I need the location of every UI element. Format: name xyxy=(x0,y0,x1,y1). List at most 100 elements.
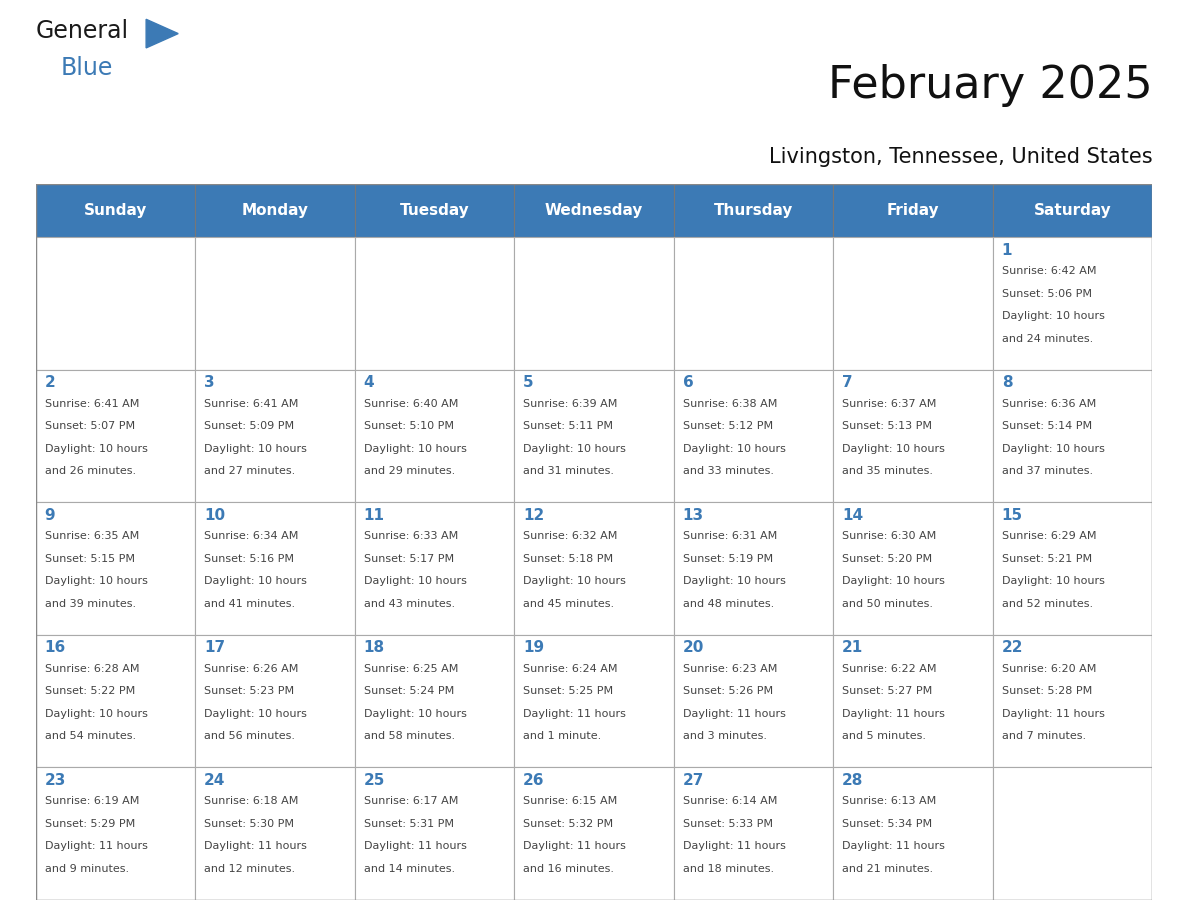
Bar xyxy=(833,634,993,767)
Text: February 2025: February 2025 xyxy=(828,64,1152,107)
Text: Daylight: 10 hours: Daylight: 10 hours xyxy=(45,577,147,587)
Text: Sunset: 5:14 PM: Sunset: 5:14 PM xyxy=(1001,421,1092,431)
Text: 26: 26 xyxy=(523,773,544,788)
Text: Daylight: 11 hours: Daylight: 11 hours xyxy=(683,842,785,851)
Bar xyxy=(36,370,195,502)
Bar xyxy=(514,184,674,237)
Text: Daylight: 11 hours: Daylight: 11 hours xyxy=(523,709,626,719)
Text: Sunset: 5:31 PM: Sunset: 5:31 PM xyxy=(364,819,454,829)
Bar xyxy=(993,237,1152,370)
Bar xyxy=(195,184,355,237)
Text: and 18 minutes.: and 18 minutes. xyxy=(683,864,773,874)
Text: Sunrise: 6:37 AM: Sunrise: 6:37 AM xyxy=(842,399,936,409)
Text: Daylight: 11 hours: Daylight: 11 hours xyxy=(842,709,946,719)
Bar xyxy=(993,370,1152,502)
Bar xyxy=(514,237,674,370)
Text: 6: 6 xyxy=(683,375,694,390)
Text: 22: 22 xyxy=(1001,641,1023,655)
Text: Daylight: 10 hours: Daylight: 10 hours xyxy=(683,577,785,587)
Bar xyxy=(993,502,1152,634)
Bar xyxy=(195,634,355,767)
Text: Sunset: 5:15 PM: Sunset: 5:15 PM xyxy=(45,554,134,564)
Text: 20: 20 xyxy=(683,641,704,655)
Bar xyxy=(355,184,514,237)
Text: Sunset: 5:29 PM: Sunset: 5:29 PM xyxy=(45,819,134,829)
Text: Sunrise: 6:14 AM: Sunrise: 6:14 AM xyxy=(683,796,777,806)
Text: and 29 minutes.: and 29 minutes. xyxy=(364,466,455,476)
Text: Sunset: 5:10 PM: Sunset: 5:10 PM xyxy=(364,421,454,431)
Bar xyxy=(674,184,833,237)
Text: Daylight: 11 hours: Daylight: 11 hours xyxy=(204,842,307,851)
Text: Sunrise: 6:38 AM: Sunrise: 6:38 AM xyxy=(683,399,777,409)
Bar xyxy=(833,767,993,900)
Text: and 43 minutes.: and 43 minutes. xyxy=(364,599,455,609)
Bar xyxy=(355,370,514,502)
Bar xyxy=(36,634,195,767)
Text: Sunset: 5:12 PM: Sunset: 5:12 PM xyxy=(683,421,773,431)
Bar xyxy=(514,502,674,634)
Text: 10: 10 xyxy=(204,508,226,523)
Bar xyxy=(674,370,833,502)
Text: Daylight: 10 hours: Daylight: 10 hours xyxy=(1001,311,1105,321)
Text: Daylight: 10 hours: Daylight: 10 hours xyxy=(204,577,307,587)
Bar xyxy=(993,634,1152,767)
Text: Sunset: 5:26 PM: Sunset: 5:26 PM xyxy=(683,687,773,697)
Bar xyxy=(514,370,674,502)
Text: and 5 minutes.: and 5 minutes. xyxy=(842,732,927,742)
Text: Sunrise: 6:29 AM: Sunrise: 6:29 AM xyxy=(1001,532,1097,542)
Text: 23: 23 xyxy=(45,773,67,788)
Text: and 37 minutes.: and 37 minutes. xyxy=(1001,466,1093,476)
Text: 12: 12 xyxy=(523,508,544,523)
Bar xyxy=(514,634,674,767)
Text: Daylight: 10 hours: Daylight: 10 hours xyxy=(364,577,467,587)
Text: Sunset: 5:34 PM: Sunset: 5:34 PM xyxy=(842,819,933,829)
Text: and 12 minutes.: and 12 minutes. xyxy=(204,864,296,874)
Text: and 31 minutes.: and 31 minutes. xyxy=(523,466,614,476)
Text: Sunset: 5:23 PM: Sunset: 5:23 PM xyxy=(204,687,295,697)
Bar xyxy=(355,237,514,370)
Text: and 41 minutes.: and 41 minutes. xyxy=(204,599,296,609)
Text: 25: 25 xyxy=(364,773,385,788)
Text: Sunset: 5:20 PM: Sunset: 5:20 PM xyxy=(842,554,933,564)
Text: Sunrise: 6:28 AM: Sunrise: 6:28 AM xyxy=(45,664,139,674)
Text: Daylight: 10 hours: Daylight: 10 hours xyxy=(683,444,785,454)
Text: Sunset: 5:28 PM: Sunset: 5:28 PM xyxy=(1001,687,1092,697)
Text: 9: 9 xyxy=(45,508,55,523)
Text: Monday: Monday xyxy=(241,203,309,218)
Text: and 24 minutes.: and 24 minutes. xyxy=(1001,334,1093,344)
Text: 14: 14 xyxy=(842,508,864,523)
Text: Wednesday: Wednesday xyxy=(545,203,643,218)
Text: Sunrise: 6:34 AM: Sunrise: 6:34 AM xyxy=(204,532,298,542)
Text: Sunrise: 6:40 AM: Sunrise: 6:40 AM xyxy=(364,399,459,409)
Text: Sunset: 5:27 PM: Sunset: 5:27 PM xyxy=(842,687,933,697)
Text: Daylight: 10 hours: Daylight: 10 hours xyxy=(1001,444,1105,454)
Text: Daylight: 10 hours: Daylight: 10 hours xyxy=(45,444,147,454)
Text: Sunrise: 6:20 AM: Sunrise: 6:20 AM xyxy=(1001,664,1097,674)
Text: 27: 27 xyxy=(683,773,704,788)
Bar xyxy=(195,370,355,502)
Text: and 1 minute.: and 1 minute. xyxy=(523,732,601,742)
Text: and 3 minutes.: and 3 minutes. xyxy=(683,732,766,742)
Text: Sunset: 5:30 PM: Sunset: 5:30 PM xyxy=(204,819,295,829)
Bar xyxy=(355,502,514,634)
Text: Daylight: 10 hours: Daylight: 10 hours xyxy=(1001,577,1105,587)
Text: and 54 minutes.: and 54 minutes. xyxy=(45,732,135,742)
Text: and 26 minutes.: and 26 minutes. xyxy=(45,466,135,476)
Text: Sunset: 5:22 PM: Sunset: 5:22 PM xyxy=(45,687,134,697)
Text: Daylight: 10 hours: Daylight: 10 hours xyxy=(523,577,626,587)
Text: Sunrise: 6:24 AM: Sunrise: 6:24 AM xyxy=(523,664,618,674)
Text: 24: 24 xyxy=(204,773,226,788)
Text: 5: 5 xyxy=(523,375,533,390)
Text: and 50 minutes.: and 50 minutes. xyxy=(842,599,934,609)
Bar xyxy=(514,767,674,900)
Text: 19: 19 xyxy=(523,641,544,655)
Bar xyxy=(195,502,355,634)
Text: Sunrise: 6:31 AM: Sunrise: 6:31 AM xyxy=(683,532,777,542)
Text: Sunset: 5:18 PM: Sunset: 5:18 PM xyxy=(523,554,613,564)
Polygon shape xyxy=(146,19,178,48)
Bar xyxy=(36,237,195,370)
Text: and 7 minutes.: and 7 minutes. xyxy=(1001,732,1086,742)
Text: Sunrise: 6:35 AM: Sunrise: 6:35 AM xyxy=(45,532,139,542)
Text: Sunrise: 6:33 AM: Sunrise: 6:33 AM xyxy=(364,532,457,542)
Text: 1: 1 xyxy=(1001,243,1012,258)
